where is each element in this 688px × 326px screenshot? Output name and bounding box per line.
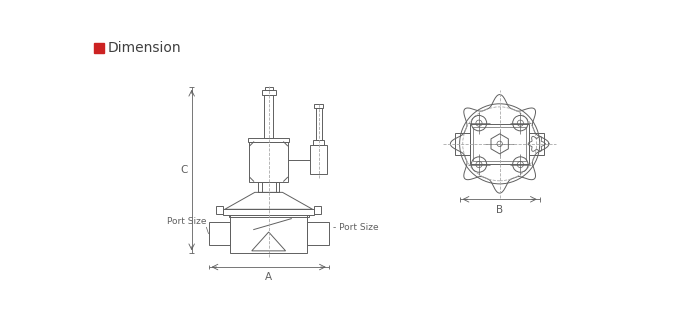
Text: A: A — [265, 273, 272, 282]
Text: - Port Size: - Port Size — [332, 223, 378, 232]
Bar — [310, 145, 327, 174]
Bar — [455, 133, 471, 155]
Bar — [228, 215, 309, 217]
Bar — [264, 95, 273, 138]
Bar — [265, 87, 272, 90]
Bar — [258, 182, 279, 192]
Bar — [316, 108, 322, 140]
Bar — [208, 222, 230, 245]
Bar — [313, 140, 324, 145]
Text: Dimension: Dimension — [108, 41, 182, 55]
Bar — [471, 124, 529, 164]
Bar — [307, 222, 329, 245]
Bar — [261, 90, 276, 95]
Bar — [248, 138, 290, 141]
Bar — [94, 43, 104, 53]
Bar — [314, 104, 323, 108]
Bar — [529, 133, 544, 155]
Bar — [250, 141, 288, 182]
Text: C: C — [180, 165, 188, 175]
Text: Port Size: Port Size — [166, 217, 206, 226]
Bar — [216, 206, 223, 214]
Bar — [314, 206, 321, 214]
Bar — [473, 127, 526, 161]
Bar — [223, 209, 314, 215]
Text: B: B — [496, 205, 503, 215]
Bar — [230, 215, 307, 253]
